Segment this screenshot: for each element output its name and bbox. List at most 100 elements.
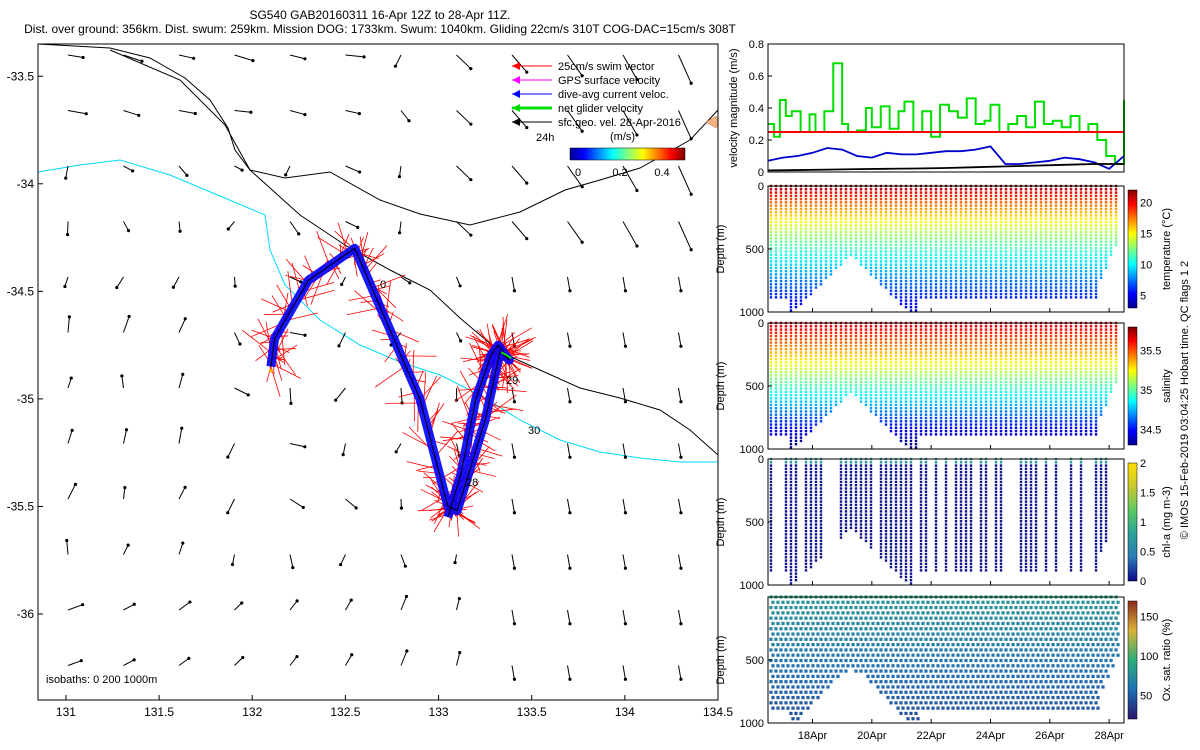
data-point [1034, 211, 1038, 214]
data-point [994, 289, 998, 293]
sfc-velocity-arrowhead [405, 649, 409, 653]
data-point [1069, 263, 1073, 266]
data-point [789, 357, 793, 361]
data-point [894, 233, 898, 237]
data-point [894, 269, 898, 273]
data-point [1074, 188, 1078, 191]
data-point [834, 361, 838, 364]
data-point [934, 433, 938, 436]
data-point [969, 370, 973, 374]
data-point [784, 413, 788, 416]
data-point [924, 344, 928, 348]
data-point [944, 344, 948, 348]
data-point [924, 188, 928, 191]
data-point [1009, 397, 1013, 400]
data-point [1104, 243, 1108, 247]
data-point [1004, 283, 1008, 286]
data-point [779, 387, 783, 390]
data-point [814, 367, 818, 371]
data-point [914, 443, 918, 446]
sfc-velocity-arrow [234, 110, 251, 113]
data-point [974, 247, 978, 250]
data-point [819, 240, 823, 243]
data-point [859, 328, 863, 331]
data-point [909, 201, 913, 204]
data-point [1034, 266, 1038, 270]
data-point [769, 328, 773, 331]
data-point [924, 260, 928, 263]
data-point [789, 224, 793, 227]
data-point [924, 243, 928, 247]
data-point [939, 224, 943, 227]
data-point [829, 387, 833, 390]
data-point [804, 224, 808, 227]
data-point [1024, 384, 1028, 387]
data-point [1009, 400, 1013, 403]
data-point [774, 256, 778, 260]
sfc-velocity-arrow [289, 110, 306, 116]
data-point [1049, 433, 1053, 436]
data-point [809, 217, 813, 220]
data-point [919, 390, 923, 393]
data-point [1049, 348, 1053, 351]
data-point [1034, 384, 1038, 387]
data-point [899, 279, 903, 283]
data-point [774, 260, 778, 263]
section-ytick-label-1000: 1000 [740, 307, 764, 319]
data-point [979, 370, 983, 374]
data-point [1029, 253, 1033, 256]
data-point [1059, 289, 1063, 293]
data-point [999, 217, 1003, 220]
data-point [799, 220, 803, 224]
data-point [939, 377, 943, 380]
data-point [939, 380, 943, 384]
data-point [879, 338, 883, 341]
data-point [824, 197, 828, 201]
sfc-velocity-arrow [345, 654, 353, 666]
data-point [994, 338, 998, 341]
data-point [909, 207, 913, 211]
data-point [779, 233, 783, 237]
data-point [1029, 325, 1033, 328]
data-point [1079, 220, 1083, 224]
data-point [1064, 237, 1068, 240]
data-point [849, 325, 853, 328]
data-point [799, 253, 803, 256]
data-point [994, 269, 998, 273]
data-point [839, 253, 843, 256]
data-point [834, 227, 838, 230]
data-point [959, 348, 963, 351]
data-point [919, 410, 923, 413]
data-point [794, 250, 798, 253]
data-point [804, 423, 808, 426]
data-point [809, 201, 813, 204]
data-point [794, 217, 798, 220]
data-point [824, 240, 828, 243]
data-point [859, 341, 863, 344]
data-point [924, 227, 928, 230]
data-point [814, 410, 818, 413]
data-point [1029, 220, 1033, 224]
data-point [1054, 328, 1058, 331]
data-point [989, 220, 993, 224]
data-point [934, 233, 938, 237]
data-point [904, 256, 908, 260]
data-point [934, 420, 938, 423]
data-point [769, 276, 773, 279]
data-point [1009, 403, 1013, 407]
data-point [964, 256, 968, 260]
data-point [979, 269, 983, 273]
data-point [1019, 279, 1023, 283]
data-point [964, 361, 968, 364]
isobath-200 [109, 49, 718, 456]
data-point [1049, 393, 1053, 397]
data-point [954, 204, 958, 207]
data-point [1044, 292, 1048, 296]
data-point [1079, 217, 1083, 220]
data-point [1079, 253, 1083, 256]
data-point [984, 224, 988, 227]
data-point [869, 269, 873, 273]
data-point [819, 341, 823, 344]
data-point [1044, 273, 1048, 276]
data-point [1029, 338, 1033, 341]
